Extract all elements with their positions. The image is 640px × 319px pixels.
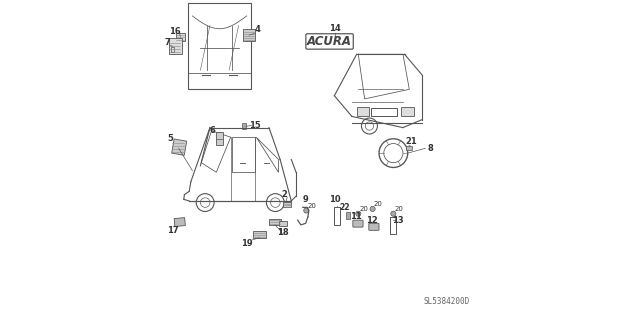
Text: 2: 2 (281, 190, 287, 199)
Circle shape (370, 206, 375, 211)
Circle shape (391, 211, 396, 216)
Text: 18: 18 (278, 228, 289, 237)
Bar (176, 33, 186, 41)
Text: 4: 4 (255, 25, 260, 34)
Bar (406, 146, 412, 150)
Text: 22: 22 (340, 203, 350, 212)
Bar (371, 108, 397, 116)
Text: 6: 6 (209, 126, 215, 135)
Circle shape (356, 211, 361, 216)
Text: 19: 19 (241, 239, 252, 248)
Bar (243, 29, 255, 41)
Bar (269, 219, 281, 225)
Bar (401, 107, 414, 116)
Text: 20: 20 (374, 201, 383, 207)
Bar (171, 47, 174, 52)
Bar (279, 221, 287, 226)
Bar (216, 132, 223, 145)
Circle shape (304, 208, 309, 213)
Text: 14: 14 (330, 24, 341, 33)
Text: 8: 8 (427, 144, 433, 153)
Text: 1: 1 (277, 228, 283, 237)
Text: 10: 10 (328, 195, 340, 204)
Text: 20: 20 (395, 206, 404, 212)
Bar (390, 217, 396, 234)
Text: 20: 20 (360, 206, 369, 212)
FancyBboxPatch shape (369, 223, 379, 230)
Text: 16: 16 (169, 27, 180, 36)
Bar (346, 212, 350, 219)
Bar (253, 231, 266, 238)
Bar (356, 107, 369, 116)
Text: 7: 7 (164, 38, 170, 47)
Bar (284, 202, 291, 207)
Bar (172, 139, 187, 155)
Bar (242, 123, 246, 129)
Text: ACURA: ACURA (307, 35, 352, 48)
FancyBboxPatch shape (353, 220, 363, 227)
Text: 15: 15 (249, 121, 260, 130)
Bar (334, 207, 340, 225)
Text: 21: 21 (405, 137, 417, 146)
Text: SL5384200D: SL5384200D (424, 297, 470, 306)
Text: 17: 17 (167, 226, 179, 235)
Text: 11: 11 (350, 212, 362, 221)
Bar (170, 38, 182, 54)
Text: 12: 12 (366, 216, 378, 225)
Text: 9: 9 (303, 195, 308, 204)
Text: 20: 20 (308, 203, 316, 209)
Text: 13: 13 (392, 216, 404, 225)
Bar (174, 218, 186, 226)
Text: 5: 5 (168, 134, 173, 143)
